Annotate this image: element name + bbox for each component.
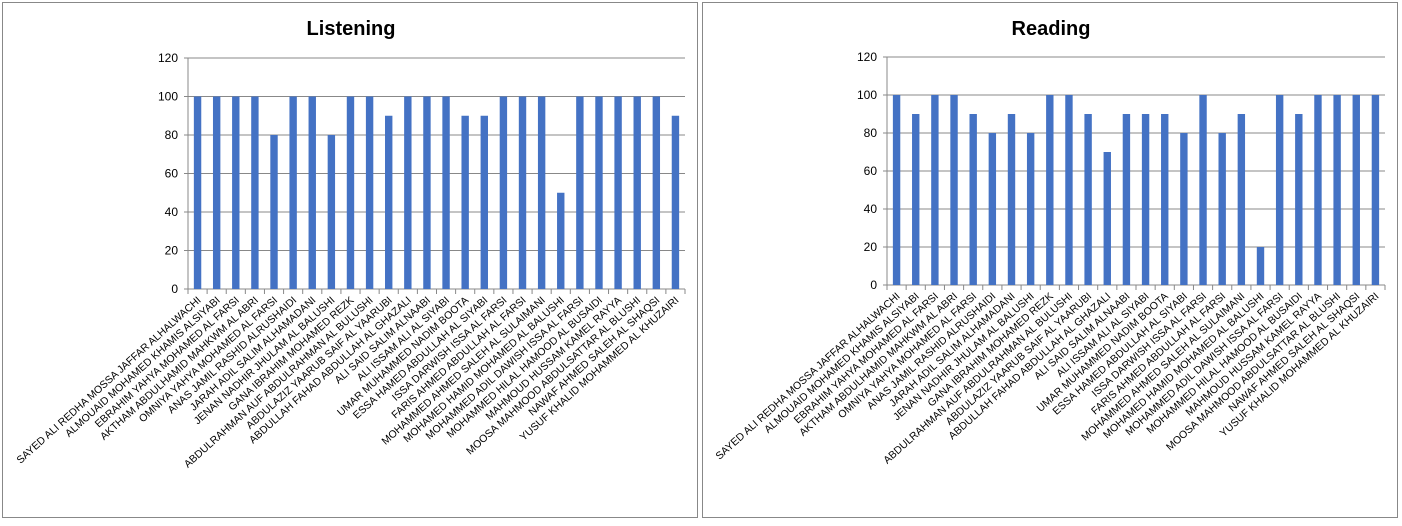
bar	[892, 95, 901, 285]
y-tick-label: 0	[171, 282, 178, 296]
bar	[1295, 114, 1303, 285]
bar	[1314, 95, 1322, 285]
bar	[633, 96, 641, 289]
bar	[346, 96, 355, 289]
bar	[1084, 114, 1092, 285]
bar	[212, 96, 221, 289]
bar	[404, 96, 412, 289]
bar	[1180, 133, 1188, 285]
bar	[931, 95, 939, 285]
bar	[595, 96, 603, 289]
bar	[1007, 114, 1016, 285]
bar	[1065, 95, 1073, 285]
chart-title: Listening	[307, 18, 396, 40]
y-tick-label: 40	[864, 202, 878, 216]
bar	[1275, 95, 1284, 285]
bar	[1141, 114, 1150, 285]
bar	[912, 114, 920, 285]
bar	[988, 133, 997, 285]
bar	[193, 96, 202, 289]
bar	[576, 96, 584, 289]
bar	[1333, 95, 1341, 285]
y-tick-label: 80	[864, 126, 878, 140]
y-tick-label: 120	[158, 51, 178, 65]
y-tick-label: 120	[857, 50, 877, 64]
bar	[327, 135, 336, 289]
bar	[1026, 133, 1035, 285]
bar	[1352, 95, 1360, 285]
y-tick-label: 20	[165, 244, 179, 258]
bar	[969, 114, 977, 285]
listening-chart: Listening 0 20 40 60 80 100 120 SAYED ALI REDHA …	[2, 2, 698, 518]
bar	[385, 115, 393, 289]
reading-chart: Reading 0 20 40 60 80 100 120 SAYED ALI REDHA MO…	[702, 2, 1398, 518]
y-tick-label: 100	[857, 88, 877, 102]
bar	[1218, 133, 1226, 285]
bar	[1046, 95, 1054, 285]
bar	[251, 96, 259, 289]
bar	[423, 96, 431, 289]
y-tick-label: 60	[864, 164, 878, 178]
bar	[365, 96, 374, 289]
bar	[1237, 114, 1246, 285]
bar	[671, 115, 680, 289]
bar	[289, 96, 297, 289]
bar	[1256, 247, 1265, 285]
bar	[1122, 114, 1131, 285]
bar	[518, 96, 527, 289]
y-tick-label: 100	[158, 90, 178, 104]
bar	[270, 135, 278, 289]
chart-title: Reading	[1012, 18, 1091, 40]
bar	[1103, 152, 1111, 285]
bar	[480, 115, 488, 289]
bar	[499, 96, 508, 289]
bar	[557, 192, 565, 289]
bar	[537, 96, 546, 289]
bar	[652, 96, 661, 289]
bar	[461, 115, 469, 289]
y-tick-label: 20	[864, 240, 878, 254]
bar	[1161, 114, 1169, 285]
bar	[614, 96, 622, 289]
bar	[232, 96, 240, 289]
y-tick-label: 40	[165, 205, 179, 219]
bar	[442, 96, 450, 289]
bar	[1199, 95, 1207, 285]
bar	[1371, 95, 1380, 285]
y-tick-label: 80	[165, 128, 179, 142]
bar	[950, 95, 958, 285]
y-tick-label: 0	[870, 278, 877, 292]
bar	[308, 96, 316, 289]
y-tick-label: 60	[165, 167, 179, 181]
